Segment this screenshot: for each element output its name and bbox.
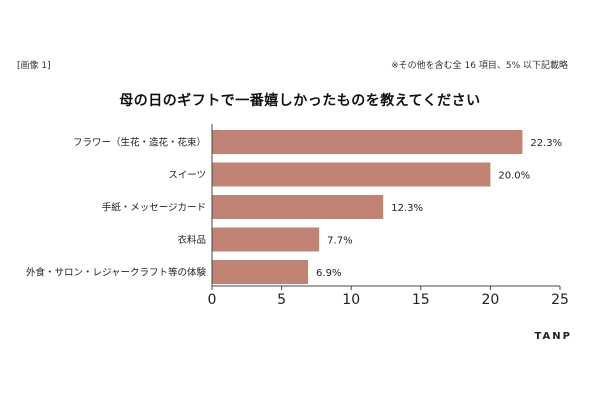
brand-logo: TANP [534,331,572,342]
data-label: 22.3% [530,138,562,149]
category-label: 衣料品 [177,234,206,246]
category-label: 外食・サロン・レジャークラフト等の体験 [26,267,207,279]
chart-title: 母の日のギフトで一番嬉しかったものを教えてください [119,93,481,109]
bar [212,260,309,284]
x-tick-label: 25 [551,292,569,308]
x-tick-label: 0 [208,292,217,308]
category-label: 手紙・メッセージカード [102,202,206,214]
footnote: ※その他を含む全 16 項目、5% 以下記載略 [391,61,568,71]
data-label: 6.9% [316,268,341,279]
category-label: フラワー（生花・造花・花束） [73,137,206,149]
data-label: 20.0% [498,171,530,182]
x-tick-label: 10 [342,292,360,308]
bar [212,227,320,252]
bar [212,130,523,154]
bar [212,162,491,187]
data-label: 12.3% [391,203,423,214]
category-label: スイーツ [168,170,206,181]
x-tick-label: 5 [277,292,286,308]
x-tick-label: 20 [481,292,499,308]
data-label: 7.7% [327,236,352,247]
bar [212,195,384,219]
image-label: [画像 1] [17,61,51,71]
x-tick-label: 15 [412,292,430,308]
